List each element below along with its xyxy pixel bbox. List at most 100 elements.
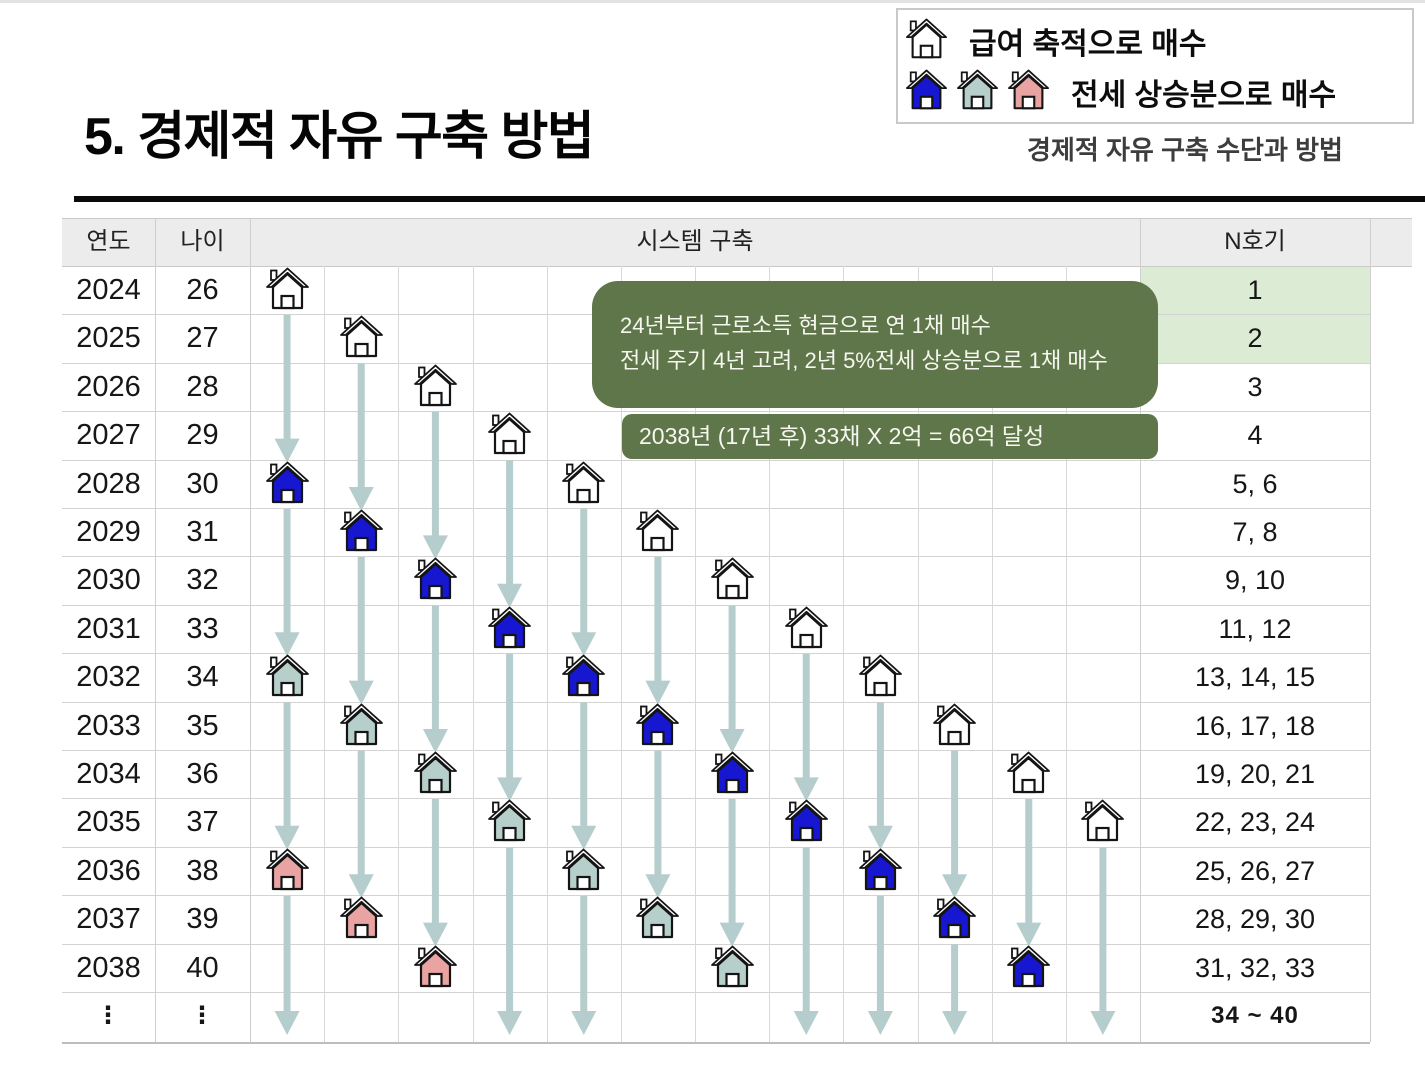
house-icon-white [264, 267, 311, 314]
house-icon-sage [709, 945, 756, 992]
callout-strategy-line1: 24년부터 근로소득 현금으로 연 1채 매수 [620, 313, 991, 338]
year-cell: 2037 [76, 903, 141, 936]
year-cell: 2025 [76, 322, 141, 355]
legend-box: 급여 축적으로 매수 전세 상승분으로 매수 [896, 8, 1414, 124]
header-bottom-border [62, 266, 1412, 267]
growth-arrow [348, 363, 374, 511]
age-cell: 33 [186, 612, 219, 645]
row-divider [62, 556, 1370, 558]
unit-cell: 16, 17, 18 [1194, 710, 1316, 741]
house-icon-sage [560, 848, 607, 895]
unit-cell: 7, 8 [1232, 517, 1278, 547]
house-icon-blue [709, 751, 756, 798]
growth-arrow [942, 944, 968, 1035]
system-column-line [917, 266, 919, 1042]
house-icon-white [783, 606, 830, 653]
house-icon-white [634, 509, 681, 556]
house-icon-sage [955, 69, 1000, 114]
growth-arrow [348, 557, 374, 705]
growth-arrow [422, 411, 448, 560]
age-cell: 35 [186, 709, 219, 742]
system-column-line [695, 266, 696, 1042]
age-cell: 27 [186, 322, 219, 355]
system-column-line [843, 266, 845, 1042]
growth-arrow [571, 508, 597, 657]
row-divider [62, 798, 1370, 800]
year-cell: 2033 [76, 709, 141, 742]
unit-cell: 31, 32, 33 [1194, 952, 1316, 983]
row-divider [62, 992, 1370, 993]
row-divider [62, 701, 1370, 703]
title-underline [74, 196, 1425, 202]
callout-strategy-line2: 전세 주기 4년 고려, 2년 5%전세 상승분으로 1채 매수 [620, 348, 1108, 373]
age-cell: 39 [186, 903, 219, 936]
house-icon-blue [857, 848, 904, 895]
house-icon-white [904, 18, 949, 63]
callout-strategy: 24년부터 근로소득 현금으로 연 1채 매수 전세 주기 4년 고려, 2년 … [592, 281, 1158, 408]
growth-arrow [645, 557, 671, 705]
house-icon-blue [904, 69, 949, 114]
age-cell: 28 [186, 370, 219, 403]
house-icon-white [560, 461, 607, 508]
unit-cell: 1 [1247, 275, 1263, 305]
row-divider [62, 750, 1370, 751]
house-icon-pink [264, 848, 311, 895]
growth-arrow [867, 895, 893, 1035]
year-age-divider [155, 218, 156, 1042]
page-title: 5. 경제적 자유 구축 방법 [84, 108, 595, 166]
growth-arrow [1090, 847, 1116, 1035]
legend-row-jeonse: 전세 상승분으로 매수 [904, 69, 1406, 114]
age-cell: 30 [186, 467, 219, 500]
growth-arrow [793, 847, 819, 1035]
age-cell: 40 [186, 951, 219, 984]
house-icon-blue [560, 654, 607, 701]
system-unit-divider [1140, 218, 1141, 1042]
unit-cell: 22, 23, 24 [1194, 807, 1316, 838]
row-divider [62, 411, 1370, 413]
growth-arrow [274, 315, 300, 463]
age-cell: 38 [186, 854, 219, 887]
unit-cell: 19, 20, 21 [1194, 759, 1316, 789]
table-bottom-border [62, 1042, 1370, 1044]
house-icon-blue [412, 557, 459, 604]
callout-goal-text: 2038년 (17년 후) 33채 X 2억 = 66억 달성 [639, 423, 1045, 449]
year-cell: 2027 [76, 419, 141, 452]
growth-arrow [571, 702, 597, 850]
row-divider [62, 943, 1370, 945]
system-column-line [991, 266, 993, 1042]
house-icon-blue [338, 509, 385, 556]
year-cell: ⋮ [96, 1002, 121, 1029]
header-unit: N호기 [1224, 228, 1286, 255]
unit-cell: 25, 26, 27 [1194, 855, 1316, 886]
growth-arrow [497, 847, 523, 1035]
growth-arrow [719, 799, 745, 947]
house-icon-blue [634, 703, 681, 750]
legend-row-salary: 급여 축적으로 매수 [904, 18, 1406, 63]
growth-arrow [571, 895, 597, 1035]
year-cell: 2031 [76, 612, 141, 645]
house-icon-blue [783, 799, 830, 846]
house-icon-blue [264, 461, 311, 508]
year-cell: 2028 [76, 467, 141, 500]
year-cell: 2026 [76, 370, 141, 403]
callout-goal: 2038년 (17년 후) 33채 X 2억 = 66억 달성 [622, 414, 1158, 459]
unit-cell: 4 [1247, 420, 1263, 451]
growth-arrow [348, 750, 374, 899]
row-divider [62, 459, 1370, 461]
house-icon-sage [486, 799, 533, 846]
house-icon-white [412, 364, 459, 411]
unit-cell: 3 [1247, 371, 1263, 402]
year-cell: 2034 [76, 758, 141, 790]
house-icon-white [709, 557, 756, 604]
house-icon-sage [264, 654, 311, 701]
growth-arrow [422, 605, 448, 753]
legend-label-jeonse: 전세 상승분으로 매수 [1071, 78, 1337, 112]
legend-subtitle: 경제적 자유 구축 수단과 방법 [1027, 135, 1343, 165]
growth-arrow [274, 895, 300, 1035]
house-icon-sage [412, 751, 459, 798]
year-cell: 2030 [76, 564, 141, 597]
growth-arrow [793, 653, 819, 802]
system-column-line [546, 266, 548, 1042]
house-icon-white [857, 654, 904, 701]
